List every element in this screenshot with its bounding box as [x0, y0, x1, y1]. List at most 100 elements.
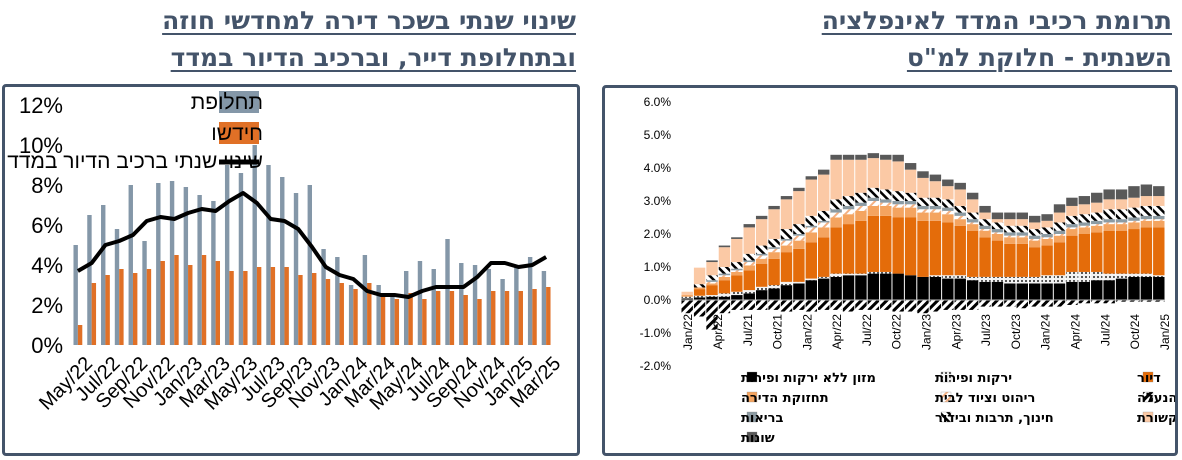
- stack-segment: [1066, 271, 1078, 282]
- stack-segment: [991, 240, 1004, 277]
- stack-segment: [979, 229, 991, 231]
- bar-renewal-turnover: [445, 239, 450, 345]
- stack-segment: [718, 247, 731, 267]
- stack-segment: [743, 260, 755, 263]
- stack-segment: [731, 237, 743, 239]
- bar-renewed: [201, 255, 207, 345]
- bar-renewal-turnover: [527, 257, 533, 345]
- stack-segment: [942, 300, 954, 310]
- bar-renewed: [146, 269, 152, 345]
- bar-renewed: [325, 279, 331, 345]
- stack-segment: [743, 224, 755, 228]
- stack-segment: [842, 214, 855, 225]
- stack-segment: [1066, 224, 1078, 228]
- stack-segment: [1016, 232, 1028, 236]
- stack-segment: [1041, 227, 1053, 234]
- stack-segment: [966, 230, 979, 277]
- stack-segment: [818, 237, 830, 277]
- stack-segment: [1128, 207, 1140, 218]
- stack-segment: [1140, 184, 1153, 197]
- bar-renewal-turnover: [224, 165, 230, 345]
- stack-segment: [855, 205, 867, 211]
- stack-segment: [842, 159, 855, 197]
- stack-segment: [805, 176, 818, 180]
- x-tick-label: Oct/23: [1009, 314, 1023, 350]
- bar-renewal-turnover: [280, 177, 285, 345]
- stack-segment: [917, 276, 929, 300]
- x-tick-label: Jul/21: [741, 314, 755, 346]
- bar-renewed: [491, 291, 496, 345]
- stack-segment: [880, 199, 892, 203]
- x-tick-label: Jan/25: [1158, 314, 1172, 350]
- stack-segment: [1091, 220, 1103, 225]
- bar-renewed: [353, 289, 358, 345]
- stack-segment: [780, 245, 793, 253]
- stack-segment: [768, 285, 780, 289]
- stack-segment: [929, 205, 942, 210]
- stack-segment: [830, 154, 842, 160]
- stack-segment: [830, 209, 842, 213]
- stack-segment: [954, 182, 966, 190]
- stack-segment: [1053, 212, 1066, 223]
- stack-segment: [942, 207, 954, 211]
- stack-segment: [954, 212, 966, 216]
- stack-segment: [979, 237, 991, 277]
- bar-renewal-turnover: [183, 187, 189, 345]
- bar-renewal-turnover: [211, 201, 216, 345]
- legend-label: בריאות: [741, 411, 783, 426]
- stack-segment: [1091, 232, 1103, 272]
- stack-segment: [842, 205, 855, 210]
- bar-renewed: [422, 299, 427, 345]
- stack-segment: [966, 300, 979, 310]
- stack-segment: [706, 295, 718, 297]
- stack-segment: [731, 295, 743, 300]
- y-tick-label: 5.0%: [644, 128, 672, 142]
- stack-segment: [755, 215, 768, 220]
- right-chart-panel: -2.0% -1.0% 0.0% 1.0% 2.0% 3.0% 4.0% 5.0% 6.0% Ja…: [602, 85, 1178, 456]
- stack-segment: [830, 199, 842, 210]
- stack-segment: [805, 242, 818, 279]
- stack-segment: [780, 229, 793, 239]
- stack-segment: [966, 199, 979, 213]
- stack-segment: [1153, 196, 1165, 206]
- stack-segment: [842, 224, 855, 274]
- stack-segment: [1041, 238, 1053, 246]
- stack-segment: [1153, 186, 1165, 197]
- stack-segment: [805, 179, 818, 216]
- stack-segment: [755, 290, 768, 300]
- legend-swatch: [940, 391, 952, 403]
- bar-renewal-turnover: [266, 165, 271, 345]
- stack-segment: [1004, 212, 1016, 220]
- stack-segment: [1053, 234, 1066, 236]
- stack-segment: [867, 158, 880, 188]
- stack-segment: [1078, 271, 1091, 282]
- stack-segment: [718, 280, 731, 294]
- stack-segment: [1028, 300, 1041, 307]
- stack-segment: [966, 280, 979, 300]
- stack-segment: [979, 225, 991, 230]
- bar-renewal-turnover: [486, 269, 492, 345]
- stack-segment: [904, 169, 917, 193]
- bar-renewed: [408, 293, 413, 345]
- stack-segment: [1004, 237, 1016, 244]
- legend-label: תחבורה ותקשורת: [1137, 411, 1175, 426]
- stack-segment: [892, 161, 904, 192]
- legend-swatch: [940, 371, 952, 383]
- stack-segment: [904, 275, 917, 300]
- stack-segment: [818, 222, 830, 228]
- stack-segment: [867, 215, 880, 272]
- y-tick-label: -1.0%: [640, 326, 672, 340]
- stack-segment: [1053, 242, 1066, 276]
- stack-segment: [1091, 192, 1103, 203]
- legend-label: שונות: [741, 431, 775, 446]
- stack-segment: [706, 285, 718, 296]
- stack-segment: [929, 174, 942, 182]
- stack-segment: [693, 297, 706, 300]
- stack-segment: [1103, 189, 1115, 200]
- stack-segment: [818, 210, 830, 221]
- stack-segment: [1004, 300, 1016, 307]
- stack-segment: [979, 281, 991, 300]
- stack-segment: [793, 235, 805, 241]
- stack-segment: [1041, 283, 1053, 300]
- stack-segment: [892, 300, 904, 312]
